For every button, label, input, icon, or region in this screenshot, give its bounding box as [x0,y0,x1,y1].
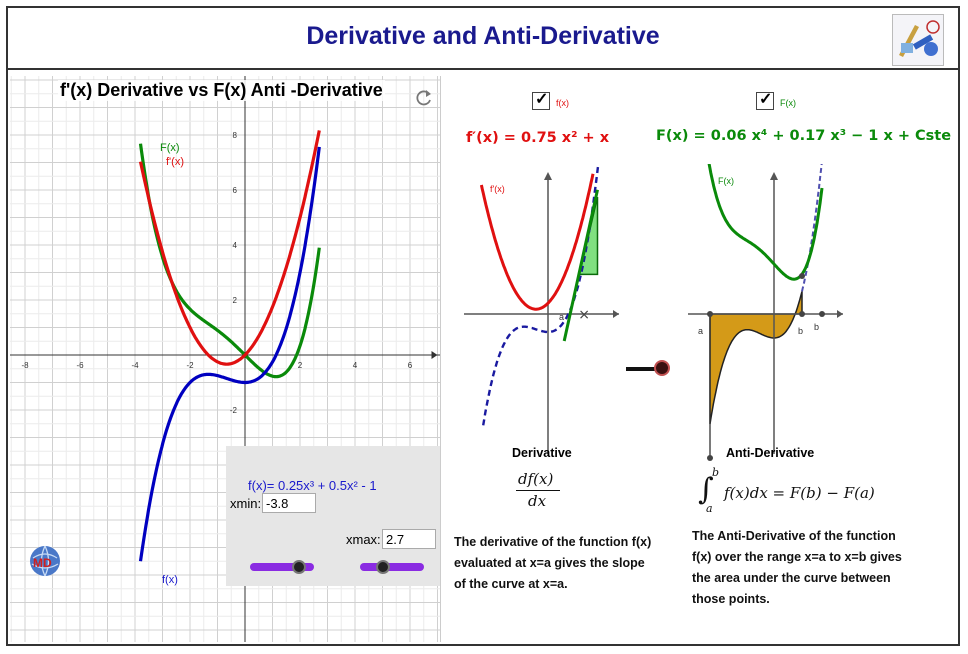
integral-lower: a [706,502,713,515]
derivative-numerator: df(x) [518,470,554,488]
antiderivative-description: The Anti-Derivative of the function f(x)… [692,526,932,610]
x-tick-label: -6 [76,361,84,370]
x-axis-arrow [431,351,438,359]
derivative-title: Derivative [512,446,572,460]
xmax-slider[interactable] [360,563,424,571]
y-tick-label: 8 [233,131,238,140]
antiderivative-graph [688,164,843,461]
derivative-graph: × [464,164,619,454]
x-axis-arrow [613,310,619,318]
y-tick-label: -2 [230,406,238,415]
f-curve [138,146,321,562]
integral-expression: f(x)dx = F(b) − F(a) [724,484,875,502]
integral-area [709,291,803,425]
f-dashed-curve [801,164,823,292]
fp-curve [138,130,321,366]
anti-tick-b: b [798,326,804,336]
x-mark-icon: × [578,307,590,323]
desc-line: of the curve at x=a. [454,577,568,591]
F-curve-label: F(x) [160,142,180,154]
y-tick-label: 6 [233,186,238,195]
page-title: Derivative and Anti-Derivative [306,22,660,50]
integral-upper: b [712,466,720,479]
desc-line: evaluated at x=a gives the slope [454,556,645,570]
f-curve-label: f(x) [162,574,178,586]
x-tick-label: 4 [353,361,358,370]
antiderivative-title: Anti-Derivative [726,446,815,460]
tangent-line [562,189,599,342]
xmin-label: xmin: [230,496,262,511]
fp-curve [479,173,595,311]
Fx-checkbox[interactable]: ✓ [756,91,774,110]
center-slider[interactable] [626,367,662,371]
anti-graph-label: F(x) [718,176,734,186]
integral-sign: ∫ [698,472,714,507]
xmin-input[interactable] [262,493,316,513]
control-panel: f(x)= 0.25x³ + 0.5x² - 1 xmin: xmax: [226,446,440,586]
derivative-denominator: dx [528,492,547,510]
xmax-label: xmax: [346,532,381,547]
checkmark-icon: ✓ [535,91,549,108]
point-b2 [819,311,825,317]
y-tick-label: 2 [233,296,238,305]
fp-curve-label: f'(x) [166,156,184,168]
x-tick-label: 2 [298,361,303,370]
point-b [799,311,805,317]
fraction-bar [516,490,560,491]
globe-logo-icon: MD [30,545,60,577]
antiderivative-formula: F(x) = 0.06 x⁴ + 0.17 x³ − 1 x + Cste [656,128,952,144]
graph-title: f'(x) Derivative vs F(x) Anti -Derivativ… [58,80,385,101]
f-dashed-curve [482,164,600,426]
svg-text:MD: MD [33,556,52,570]
xmax-slider-knob[interactable] [376,560,390,574]
x-tick-label: -4 [131,361,139,370]
point-a [707,311,713,317]
y-axis-arrow [770,172,778,180]
desc-line: f(x) over the range x=a to x=b gives [692,550,902,564]
fx-checkbox-label: f(x) [556,98,569,108]
function-text: f(x)= 0.25x³ + 0.5x² - 1 [248,478,377,493]
x-axis-arrow [837,310,843,318]
anti-tick-a: a [698,326,704,336]
y-tick-label: 4 [233,241,238,250]
xmin-slider-knob[interactable] [292,560,306,574]
center-slider-knob[interactable] [654,360,670,376]
derivative-formula: f′(x) = 0.75 x² + x [466,130,610,146]
deriv-graph-label: f'(x) [490,184,505,194]
desc-line: the area under the curve between [692,571,891,585]
Fx-checkbox-label: F(x) [780,98,796,108]
point-a-low [707,455,713,461]
checkmark-icon: ✓ [759,91,773,108]
app-frame: Derivative and Anti-Derivative -8 -6 -4 -2 2… [6,6,960,646]
tools-logo-icon [892,14,944,66]
xmin-slider[interactable] [250,563,314,571]
derivative-description: The derivative of the function f(x) eval… [454,532,674,595]
y-axis-arrow [544,172,552,180]
refresh-icon[interactable] [414,88,434,108]
desc-line: The Anti-Derivative of the function [692,529,896,543]
desc-line: The derivative of the function f(x) [454,535,652,549]
xmax-input[interactable] [382,529,436,549]
x-tick-label: -2 [186,361,194,370]
header: Derivative and Anti-Derivative [8,8,958,70]
desc-line: those points. [692,592,770,606]
anti-tick-b2: b [814,322,820,332]
deriv-tick-a: a [559,312,565,322]
point-b-high [799,273,805,279]
x-tick-label: -8 [21,361,29,370]
fx-checkbox[interactable]: ✓ [532,91,550,110]
x-tick-label: 6 [408,361,413,370]
